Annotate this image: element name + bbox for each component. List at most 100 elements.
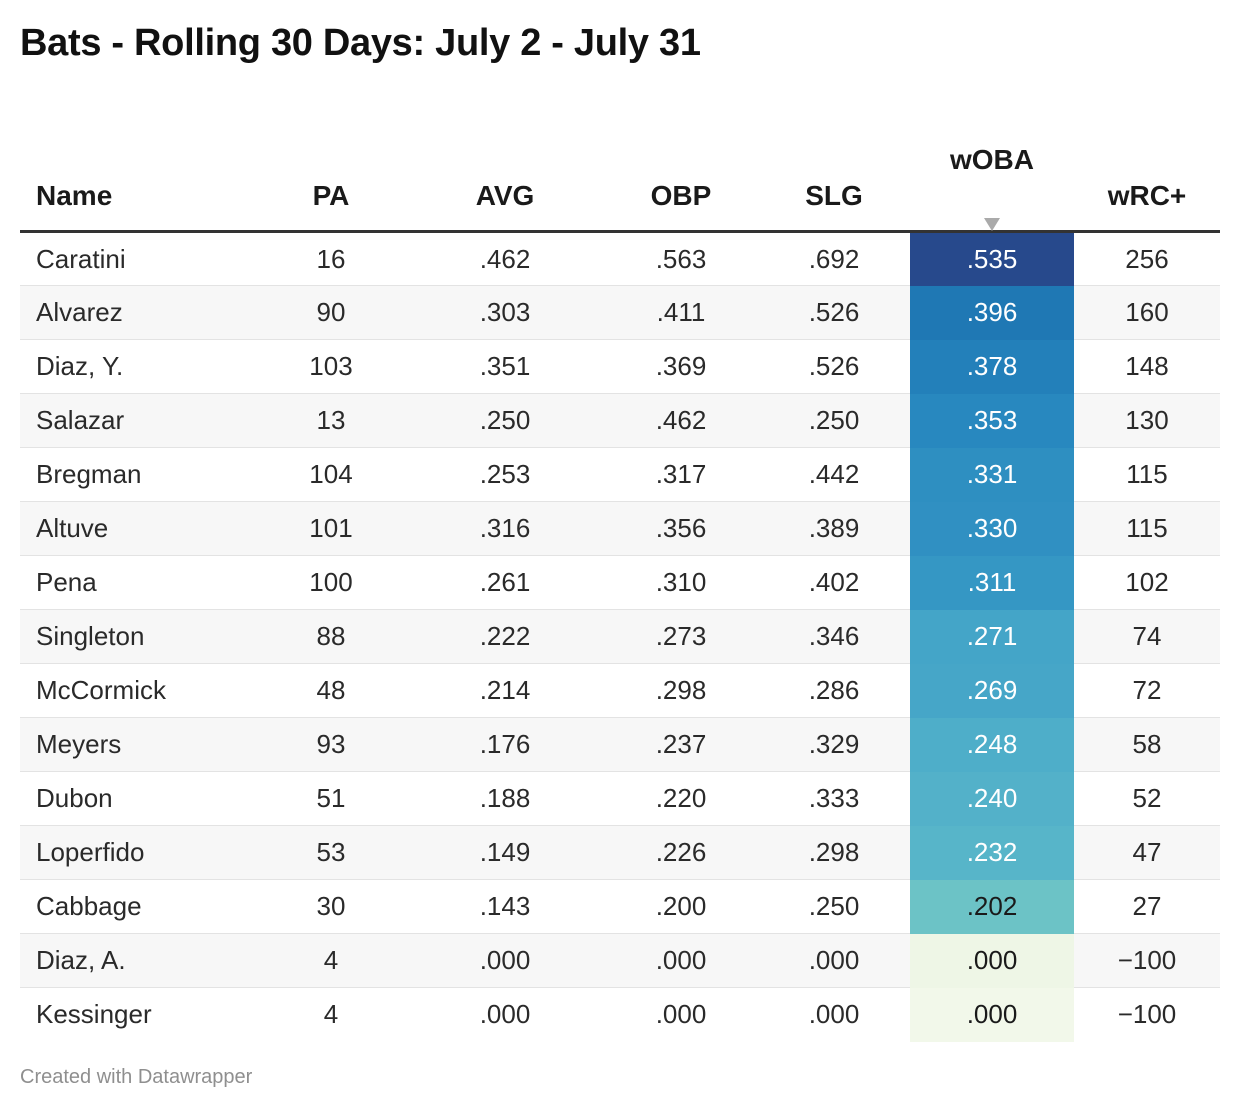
cell-slg: .250 [758,879,910,934]
cell-wrc: 72 [1074,663,1220,718]
cell-avg: .214 [406,663,604,718]
cell-name: Meyers [20,717,256,772]
cell-avg: .143 [406,879,604,934]
cell-woba: .269 [910,663,1074,718]
cell-pa: 48 [256,663,406,718]
cell-name: Alvarez [20,285,256,340]
column-header-name[interactable]: Name [20,118,256,233]
cell-wrc: 256 [1074,231,1220,286]
table-row: Alvarez 90.303.411.526.396 160 [20,285,1220,340]
cell-pa: 93 [256,717,406,772]
cell-slg: .000 [758,933,910,988]
column-header-wrc[interactable]: wRC+ [1074,118,1220,233]
cell-pa: 51 [256,771,406,826]
cell-avg: .316 [406,501,604,556]
table-row: Diaz, A. 4.000.000.000.000 −100 [20,933,1220,988]
cell-woba: .311 [910,555,1074,610]
cell-woba: .232 [910,825,1074,880]
cell-avg: .149 [406,825,604,880]
cell-wrc: 47 [1074,825,1220,880]
cell-woba: .240 [910,771,1074,826]
cell-slg: .333 [758,771,910,826]
cell-woba: .248 [910,717,1074,772]
cell-slg: .526 [758,285,910,340]
cell-avg: .222 [406,609,604,664]
cell-avg: .462 [406,231,604,286]
cell-wrc: −100 [1074,933,1220,988]
cell-avg: .000 [479,999,531,1030]
cell-obp: .000 [604,933,758,988]
cell-slg: .389 [758,501,910,556]
cell-woba: .271 [910,609,1074,664]
chart-title: Bats - Rolling 30 Days: July 2 - July 31 [20,22,701,64]
cell-obp: .317 [604,447,758,502]
cell-obp: .226 [604,825,758,880]
cell-pa: 103 [256,339,406,394]
cell-slg: .526 [758,339,910,394]
table-row: Caratini 16.462.563.692.535 256 [20,231,1220,286]
cell-obp: .462 [604,393,758,448]
cell-slg: .000 [808,999,860,1030]
cell-wrc: 58 [1074,717,1220,772]
column-header-obp[interactable]: OBP [604,118,758,233]
cell-wrc: 27 [1074,879,1220,934]
cell-pa: 88 [256,609,406,664]
column-header-avg[interactable]: AVG [406,118,604,233]
cell-pa: 100 [256,555,406,610]
cell-pa: 90 [256,285,406,340]
stats-table: Name PA AVG OBP SLG wOBA wRC+ Caratini 16… [20,118,1220,1042]
table-row: Altuve 101.316.356.389.330 115 [20,501,1220,556]
cell-wrc: 115 [1074,447,1220,502]
cell-slg: .329 [758,717,910,772]
cell-avg: .261 [406,555,604,610]
cell-obp: .298 [604,663,758,718]
cell-avg: .351 [406,339,604,394]
table-row: Kessinger 4 .000 .000 .000 .000 −100 [20,987,1220,1042]
column-header-woba[interactable]: wOBA [910,118,1074,233]
cell-wrc: 160 [1074,285,1220,340]
cell-name: Singleton [20,609,256,664]
cell-woba: .353 [910,393,1074,448]
cell-obp: .356 [604,501,758,556]
table-row: Cabbage 30.143.200.250.202 27 [20,879,1220,934]
cell-woba: .535 [910,231,1074,286]
cell-woba: .331 [910,447,1074,502]
cell-slg: .692 [758,231,910,286]
cell-pa: 104 [256,447,406,502]
cell-name: Caratini [20,231,256,286]
cell-name: Loperfido [20,825,256,880]
cell-name: Diaz, A. [20,933,256,988]
cell-slg: .298 [758,825,910,880]
cell-slg: .286 [758,663,910,718]
cell-obp: .237 [604,717,758,772]
cell-obp: .563 [604,231,758,286]
cell-name: Pena [20,555,256,610]
cell-pa: 13 [256,393,406,448]
cell-wrc: 148 [1074,339,1220,394]
cell-name: Kessinger [36,999,152,1030]
cell-wrc: 102 [1074,555,1220,610]
column-header-slg[interactable]: SLG [758,118,910,233]
table-row: Pena 100.261.310.402.311 102 [20,555,1220,610]
cell-wrc: 74 [1074,609,1220,664]
cell-wrc: 130 [1074,393,1220,448]
cell-slg: .346 [758,609,910,664]
table-header: Name PA AVG OBP SLG wOBA wRC+ [20,118,1220,233]
cell-obp: .310 [604,555,758,610]
cell-name: Diaz, Y. [20,339,256,394]
cell-pa: 16 [256,231,406,286]
cell-name: Cabbage [20,879,256,934]
cell-pa: 30 [256,879,406,934]
table-row: McCormick 48.214.298.286.269 72 [20,663,1220,718]
cell-pa: 53 [256,825,406,880]
column-header-pa[interactable]: PA [256,118,406,233]
table-row: Singleton 88.222.273.346.271 74 [20,609,1220,664]
cell-obp: .273 [604,609,758,664]
table-row: Meyers 93.176.237.329.248 58 [20,717,1220,772]
cell-avg: .253 [406,447,604,502]
cell-woba: .396 [910,285,1074,340]
table-row: Diaz, Y. 103.351.369.526.378 148 [20,339,1220,394]
cell-name: Altuve [20,501,256,556]
cell-slg: .442 [758,447,910,502]
cell-obp: .000 [655,999,707,1030]
